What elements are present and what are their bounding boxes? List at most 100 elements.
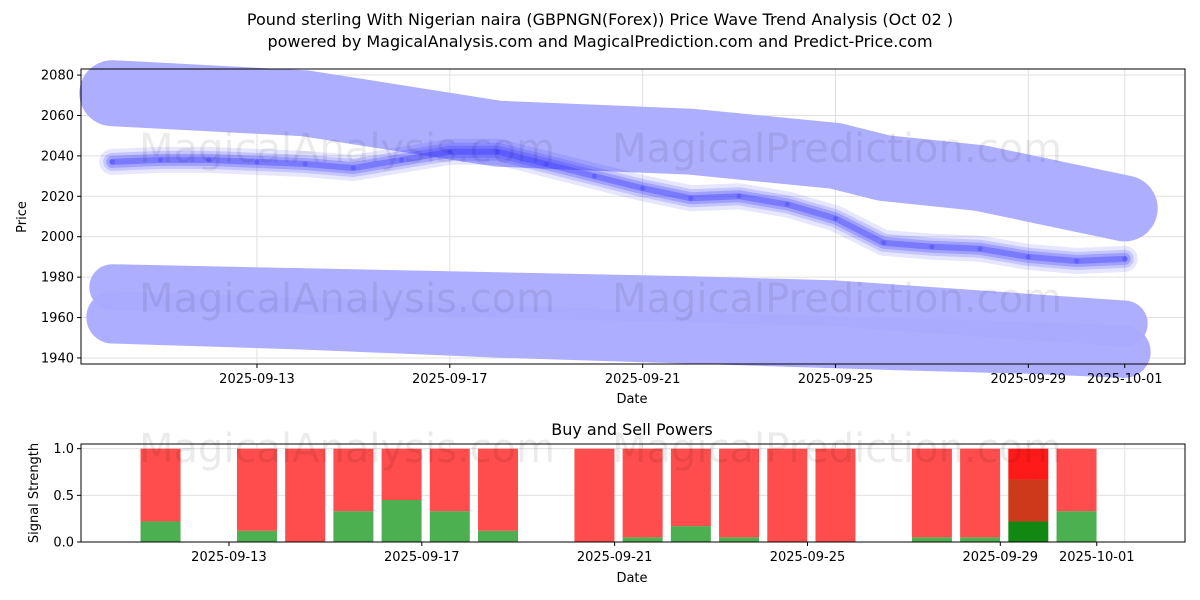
watermark-analysis-mid: MagicalAnalysis.com [139,276,555,322]
wave-point [1074,258,1080,264]
watermark-analysis-bottom: MagicalAnalysis.com [139,426,555,472]
signal-xtick-label-3: 2025-09-25 [770,550,846,565]
price-ytick-label-6: 2060 [41,109,74,124]
wave-point [206,157,212,163]
signal-xtick-label-1: 2025-09-17 [384,550,460,565]
signal-bars [140,448,1097,542]
wave-point [1122,256,1128,262]
signal-watermarks: MagicalAnalysis.com MagicalPrediction.co… [139,426,1062,472]
sell-bar [381,448,422,500]
price-bands [79,60,1158,378]
sell-bar [333,448,374,512]
watermark-prediction-bottom: MagicalPrediction.com [612,426,1062,472]
price-ytick-label-5: 2040 [41,149,74,164]
sell-bar [911,448,952,538]
wave-point [158,157,164,163]
price-xtick-label-1: 2025-09-17 [412,372,488,387]
sell-bar [1056,448,1097,512]
mixed-bar [1008,479,1049,522]
buy-bar [478,530,519,542]
upper-band [79,60,1158,242]
price-ytick-label-0: 1940 [41,351,74,366]
sell-bar [767,448,808,542]
wave-point [350,165,356,171]
buy-bar [236,530,277,542]
wave-point [495,149,501,155]
wave-point [832,216,838,222]
price-ytick-label-2: 1980 [41,271,74,286]
wave-point [736,193,742,199]
wave-point [109,159,115,165]
signal-ytick-label-2: 1.0 [53,442,74,457]
signal-xtick-label-2: 2025-09-21 [577,550,653,565]
signal-ytick-label-0: 0.0 [53,536,74,551]
wave-point [254,159,260,165]
price-ytick-label-4: 2020 [41,190,74,205]
buy-bar [333,511,374,542]
buy-bar [960,537,1001,542]
price-xtick-label-5: 2025-10-01 [1087,372,1163,387]
sell-bar [140,448,181,522]
signal-x-axis: 2025-09-13 2025-09-17 2025-09-21 2025-09-25… [191,542,1135,565]
wave-point [688,195,694,201]
buy-bar [719,537,760,542]
buy-bar [670,526,711,542]
watermark-prediction-mid: MagicalPrediction.com [612,276,1062,322]
sell-bar [1008,448,1049,480]
wave-point [302,161,308,167]
signal-plot: Buy and Sell Powers MagicalAnalysis.com … [27,420,1186,586]
price-ytick-label-7: 2080 [41,69,74,84]
signal-xtick-label-5: 2025-10-01 [1059,550,1135,565]
sell-bar [622,448,663,538]
lower-band [89,264,1148,347]
sell-bar [670,448,711,527]
wave-trend-layer-2 [106,145,1131,267]
price-xtick-label-0: 2025-09-13 [219,372,295,387]
sell-bar [236,448,277,531]
signal-plot-frame [80,443,1186,543]
sell-bar [960,448,1001,538]
wave-trend-layer-1 [103,142,1134,270]
watermark-prediction-top: MagicalPrediction.com [612,126,1062,172]
wave-trend-layer-3 [109,148,1128,264]
wave-point [977,246,983,252]
wave-point [640,185,646,191]
wave-trend-layer-0 [99,138,1138,274]
buy-bar [622,537,663,542]
signal-x-label: Date [616,571,647,586]
watermark-analysis-top: MagicalAnalysis.com [139,126,555,172]
sell-bar [478,448,519,531]
buy-bar [429,511,470,542]
signal-xtick-label-0: 2025-09-13 [191,550,267,565]
bottom-band [86,291,1151,378]
price-xtick-label-3: 2025-09-25 [798,372,874,387]
price-x-axis: 2025-09-13 2025-09-17 2025-09-21 2025-09-25… [219,364,1163,387]
price-ytick-label-1: 1960 [41,311,74,326]
wave-point [1025,254,1031,260]
price-plot-frame [80,68,1186,365]
signal-y-label: Signal Strength [27,443,42,543]
wave-point [399,157,405,163]
wave-point [784,201,790,207]
chart-subtitle: powered by MagicalAnalysis.com and Magic… [267,32,933,51]
buy-bar [911,537,952,542]
price-xtick-label-4: 2025-09-29 [991,372,1067,387]
signal-ytick-label-1: 0.5 [53,489,74,504]
wave-point [881,240,887,246]
sell-bar [719,448,760,538]
buy-bar [1008,521,1049,542]
buy-bar [381,500,422,542]
chart-title: Pound sterling With Nigerian naira (GBPN… [246,10,954,29]
signal-xtick-label-4: 2025-09-29 [963,550,1039,565]
wave-point [447,149,453,155]
sell-bar [429,448,470,512]
wave-point [543,161,549,167]
sell-bar [815,448,856,542]
price-y-label: Price [15,201,30,233]
price-wave [99,138,1138,274]
price-y-axis: 1940 1960 1980 2000 2020 2040 2060 2080 [41,69,81,366]
buy-bar [140,521,181,542]
price-x-label: Date [616,392,647,407]
